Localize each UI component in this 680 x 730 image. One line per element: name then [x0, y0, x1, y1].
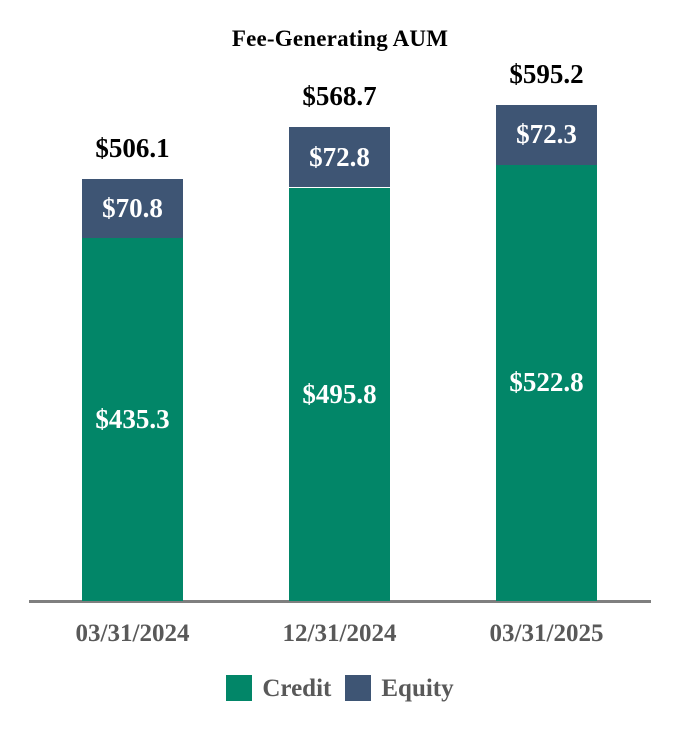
legend-item-equity: Equity — [345, 674, 454, 702]
bar-segment-equity: $72.3 — [496, 104, 597, 165]
bar-segment-value-label: $435.3 — [95, 403, 170, 434]
x-axis-label: 03/31/2024 — [75, 620, 190, 647]
bar-segment-credit: $495.8 — [289, 187, 390, 601]
x-axis-line — [29, 600, 651, 603]
credit-swatch-icon — [226, 675, 253, 701]
bar-segment-credit: $435.3 — [82, 237, 183, 601]
bar-segment-value-label: $70.8 — [102, 192, 163, 223]
bar-total-label: $595.2 — [509, 58, 584, 89]
legend-item-credit: Credit — [226, 675, 331, 701]
bar-segment-value-label: $495.8 — [302, 378, 377, 409]
x-axis-label: 03/31/2025 — [489, 620, 604, 647]
bar-segment-value-label: $72.3 — [516, 119, 577, 150]
bar-total-label: $506.1 — [95, 132, 170, 163]
equity-swatch-icon — [345, 675, 372, 701]
bar-segment-equity: $72.8 — [289, 126, 390, 188]
bar-segment-value-label: $522.8 — [509, 367, 584, 398]
chart-title: Fee-Generating AUM — [231, 26, 449, 51]
x-axis-label: 12/31/2024 — [282, 620, 397, 647]
bar-segment-equity: $70.8 — [82, 178, 183, 238]
legend: Credit Equity — [0, 675, 680, 701]
bar-total-label: $568.7 — [302, 80, 377, 111]
bar-segment-credit: $522.8 — [496, 164, 597, 601]
bar-segment-value-label: $72.8 — [309, 141, 370, 172]
legend-label-equity: Equity — [381, 674, 454, 702]
legend-label-credit: Credit — [262, 674, 332, 702]
